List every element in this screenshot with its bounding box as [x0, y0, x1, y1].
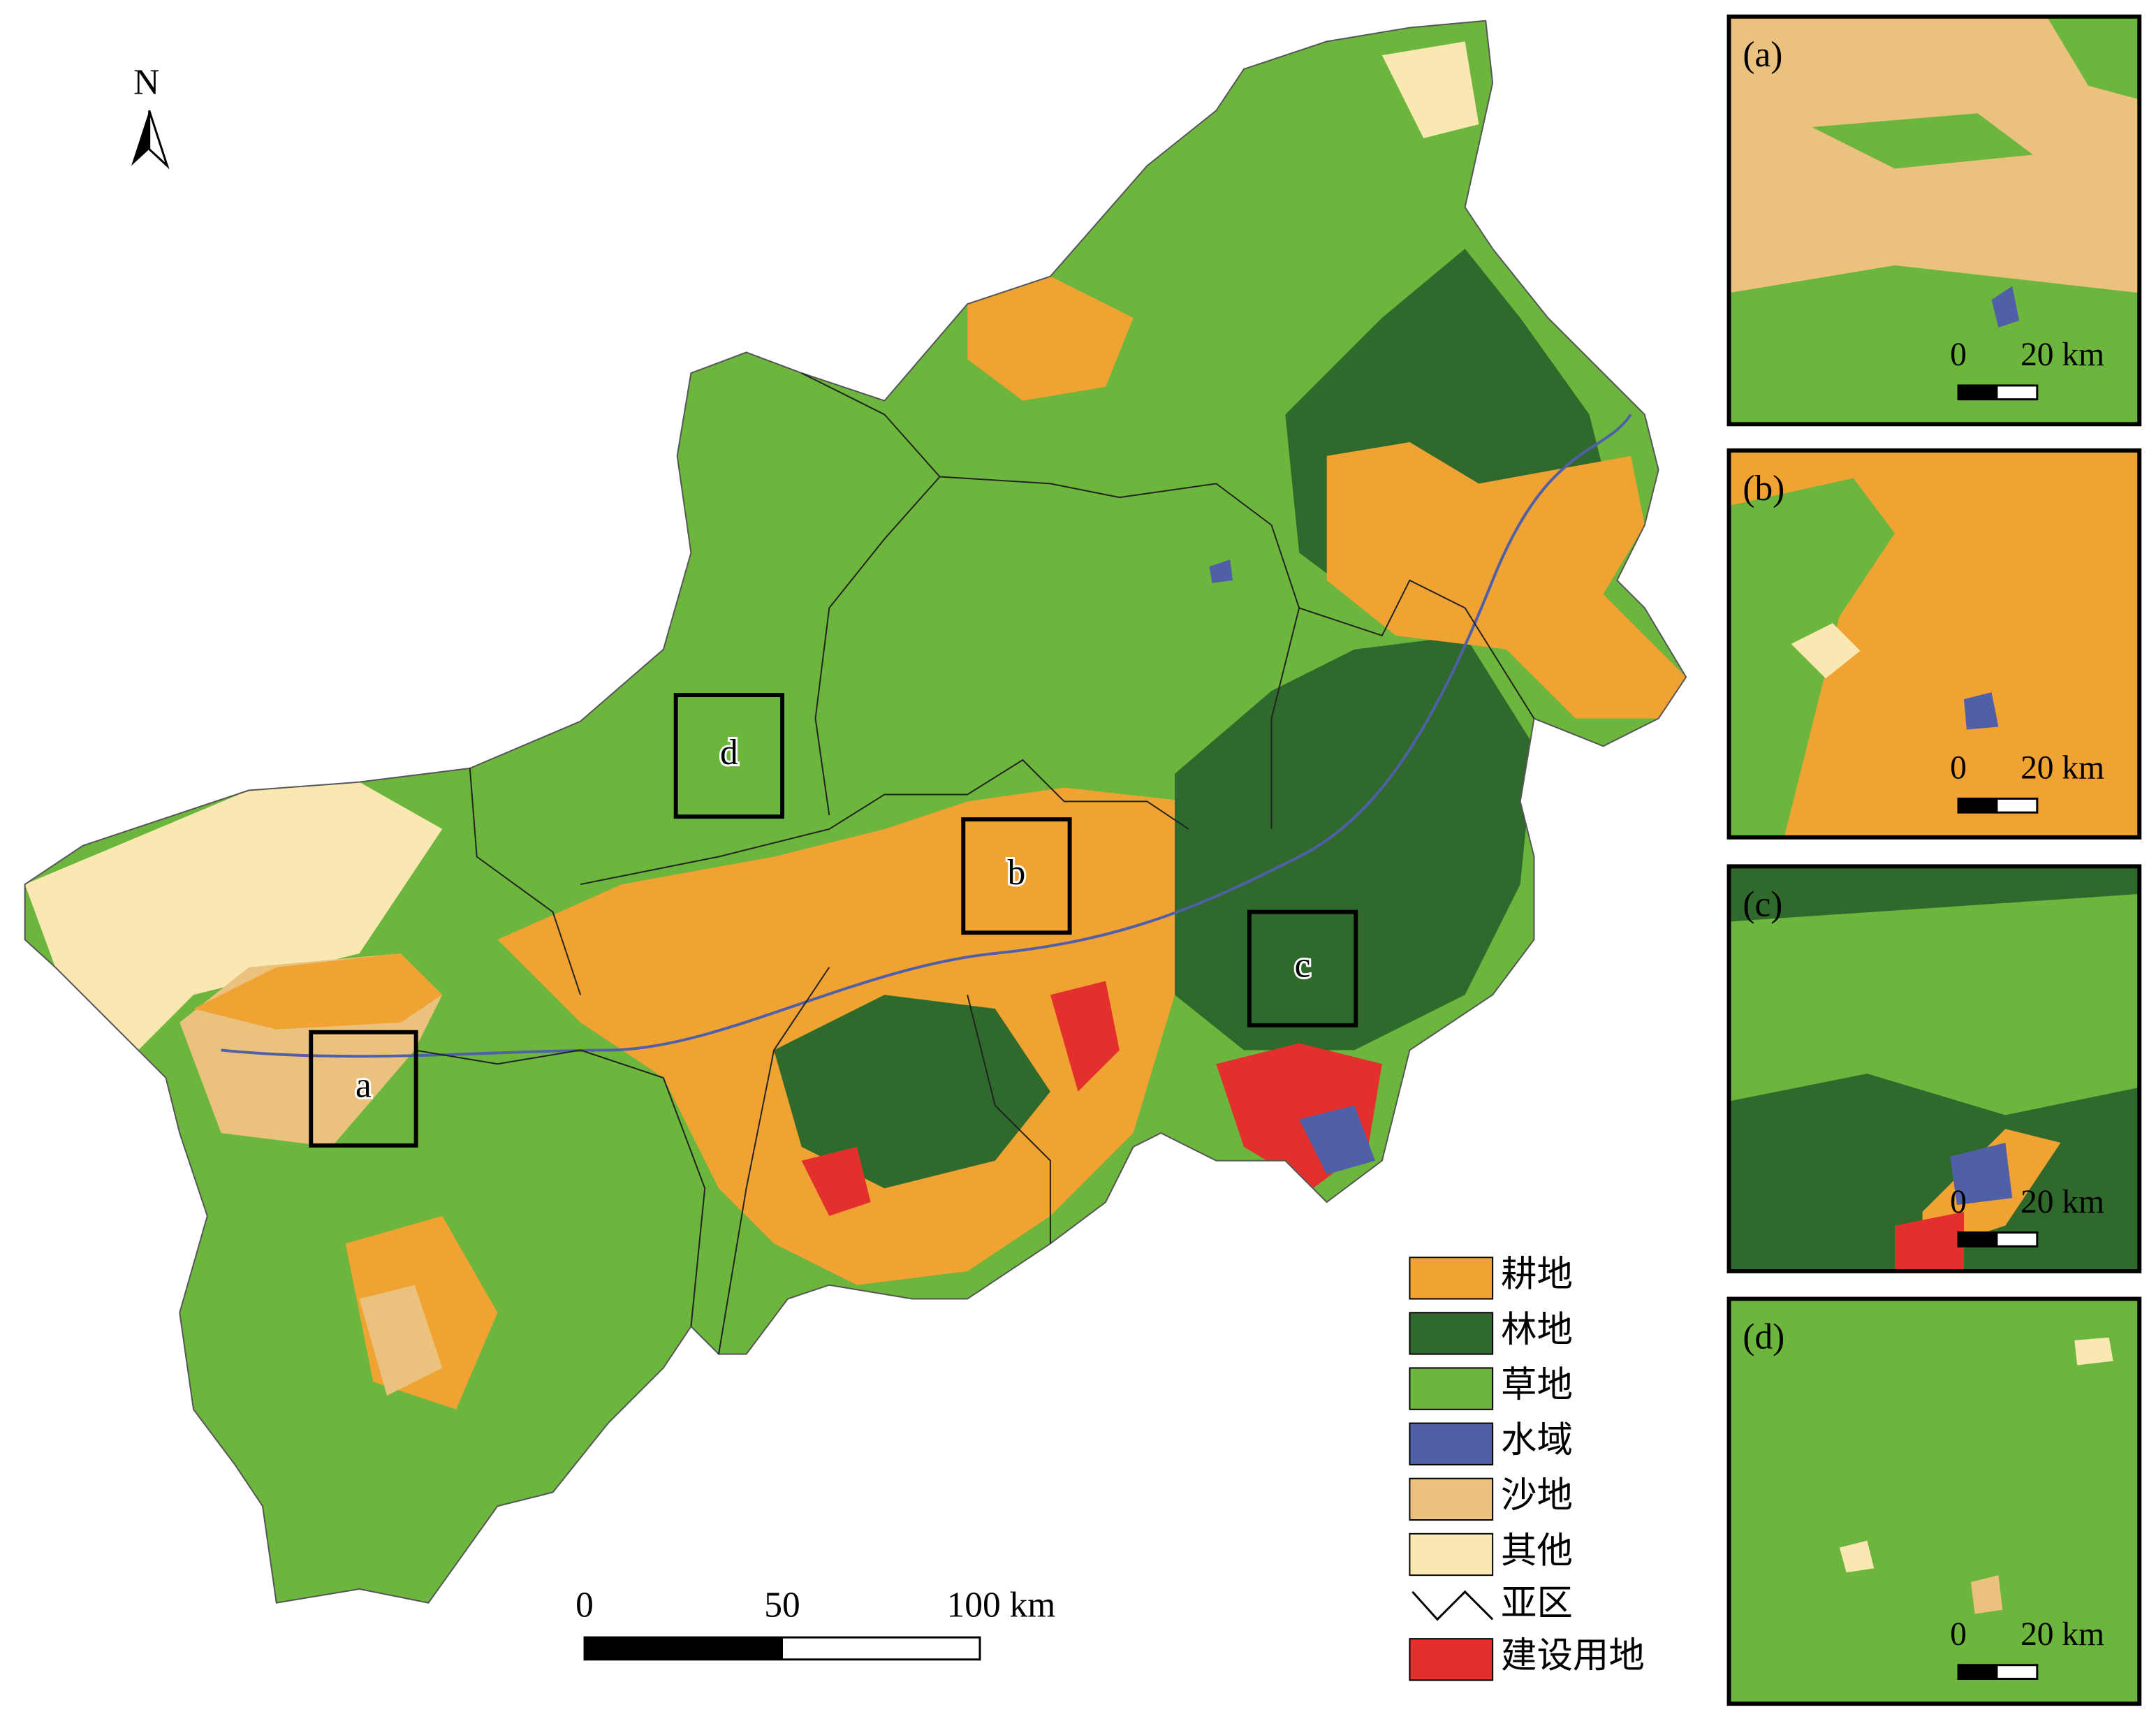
inset-frame [1726, 864, 2142, 1273]
land-patch [1209, 559, 1233, 583]
zoom-box-label: d [720, 733, 738, 773]
inset: (c) 0 20 km [1726, 864, 2142, 1273]
boundary [580, 759, 1189, 886]
scale-label: 50 [764, 1585, 800, 1625]
legend-label: 林地 [1501, 1310, 1573, 1350]
river [221, 414, 1632, 1058]
inset-scale-segment [1958, 798, 1998, 813]
inset-scale-label: 20 km [2021, 750, 2104, 787]
zoom-box [673, 693, 784, 819]
inset-map [1729, 1298, 2140, 1704]
land-patch [1175, 635, 1534, 1051]
inset-scale-label: 20 km [2021, 1184, 2104, 1220]
inset-scale-label: 0 [1950, 1184, 1967, 1220]
map-outline [24, 20, 1687, 1604]
land-patch [1299, 1105, 1375, 1175]
inset-scale-label: 0 [1950, 337, 1967, 373]
legend-swatch [1409, 1367, 1494, 1410]
inset-label: (c) [1743, 885, 1782, 925]
land-patch [1963, 692, 1999, 730]
zoom-box [1247, 909, 1358, 1027]
legend-swatch [1409, 1257, 1494, 1300]
legend-line [1411, 1590, 1494, 1621]
inset-frame [1726, 448, 2142, 840]
inset-label: (a) [1743, 35, 1782, 75]
subregion-boundaries [414, 372, 1535, 1354]
land-patch [1729, 893, 2140, 1115]
inset-map [1729, 450, 2140, 837]
land-patch [774, 995, 1050, 1189]
legend-label: 水域 [1501, 1421, 1573, 1461]
legend-label: 建设用地 [1501, 1637, 1645, 1676]
land-patch [801, 1146, 871, 1216]
legend-swatch [1409, 1312, 1494, 1355]
legend-label: 亚区 [1501, 1583, 1573, 1623]
inset-scale-label: 0 [1950, 750, 1967, 787]
boundary [1298, 579, 1535, 719]
land-patch [1970, 1575, 2003, 1614]
inset: (b) 0 20 km [1726, 448, 2142, 840]
legend-swatch [1409, 1477, 1494, 1521]
boundary [414, 1049, 706, 1327]
scale-label: 0 [575, 1585, 594, 1625]
scale-bar: 0 50 100 km [575, 1585, 1056, 1661]
land-patch [1050, 981, 1120, 1092]
inset-background [1729, 1298, 2140, 1704]
boundary [967, 995, 1051, 1244]
zoom-box-label: b [1008, 853, 1026, 893]
scale-segment [585, 1637, 783, 1660]
zoom-boxes: a b c d [309, 693, 1358, 1148]
zoom-box-label: c [1295, 946, 1311, 986]
inset-scale-segment [1958, 385, 1998, 400]
inset-map [1729, 866, 2140, 1271]
north-label: N [133, 62, 159, 102]
inset-label: (d) [1743, 1317, 1784, 1357]
scale-label: 100 km [947, 1585, 1056, 1625]
inset-scale-segment [1958, 1665, 1998, 1679]
land-patch [1381, 41, 1479, 138]
inset-scale-label: 20 km [2021, 337, 2104, 373]
land-patch [24, 782, 443, 1051]
boundary [814, 476, 941, 816]
arrow-half [148, 110, 170, 170]
land-patch [1326, 442, 1687, 719]
land-patch [1950, 1142, 2013, 1205]
arrow-half [131, 110, 149, 166]
boundary [801, 372, 1300, 829]
legend-swatch [1409, 1638, 1494, 1681]
land-patch [967, 276, 1134, 401]
inset: (a) 0 20 km [1726, 14, 2142, 427]
land-patch [359, 1285, 443, 1396]
legend-label: 耕地 [1501, 1255, 1573, 1295]
inset: (d) 0 20 km [1726, 1296, 2142, 1706]
inset-label: (b) [1743, 469, 1784, 509]
legend-swatch [1409, 1422, 1494, 1465]
legend-label: 草地 [1501, 1366, 1573, 1405]
legend-label: 其他 [1501, 1531, 1573, 1571]
inset-frame [1726, 1296, 2142, 1706]
land-patch [1812, 113, 2033, 169]
inset-frame [1726, 14, 2142, 427]
inset-scale-label: 20 km [2021, 1616, 2104, 1653]
boundary [469, 768, 582, 995]
north-arrow: N [131, 62, 170, 170]
zoom-box [961, 817, 1072, 935]
zoom-box-label: a [355, 1066, 372, 1106]
land-patch [1839, 1540, 1875, 1573]
land-patch [2046, 16, 2140, 100]
inset-scale-label: 0 [1950, 1616, 1967, 1653]
insets: (a) 0 20 km (b) 0 20 km (c) 0 20 km (d) 0 20 km [1726, 14, 2142, 1706]
boundary [718, 967, 830, 1354]
zoom-box [309, 1030, 418, 1148]
land-patch [1991, 286, 2020, 328]
inset-scale-segment [1958, 1232, 1998, 1247]
land-patch [1791, 623, 1861, 679]
land-patch [1894, 1211, 1964, 1271]
legend-swatch [1409, 1532, 1494, 1576]
legend-label: 沙地 [1501, 1476, 1573, 1516]
land-patch [193, 953, 443, 1030]
land-patch [2074, 1337, 2113, 1366]
